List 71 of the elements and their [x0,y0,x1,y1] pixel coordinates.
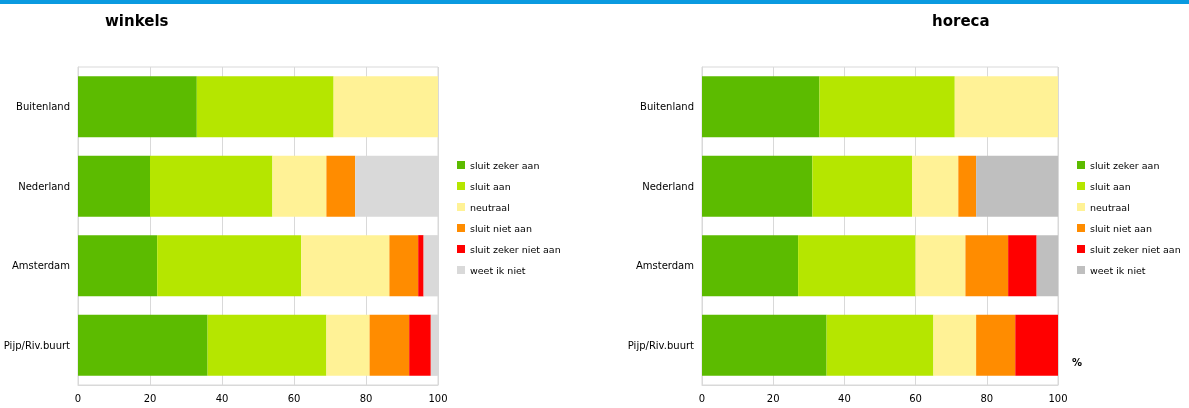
bar [965,235,1009,297]
x-tick-label: 60 [909,392,922,404]
chart-title: winkels [105,11,169,30]
y-tick-label: Nederland [642,180,694,192]
legend-label: sluit niet aan [1090,222,1152,234]
bar [819,76,955,138]
bar [272,155,327,217]
bar [1008,235,1037,297]
bar [389,235,419,297]
x-tick-label: 20 [766,392,780,404]
y-tick-label: Pijp/Riv.buurt [3,339,71,351]
bar [1036,235,1058,297]
bar [78,76,197,138]
bar [826,314,934,376]
bar [196,76,334,138]
bar [157,235,302,297]
bar [933,314,977,376]
bar [1015,314,1058,376]
bar [78,235,158,297]
bar [369,314,410,376]
y-tick-label: Buitenland [16,101,70,113]
x-tick-label: 100 [1048,392,1068,404]
x-tick-label: 60 [287,392,301,404]
legend-label: sluit zeker aan [1090,159,1160,171]
bar [78,155,150,217]
bar [702,155,813,217]
x-tick-label: 40 [838,392,851,404]
legend-label: sluit zeker niet aan [470,243,561,255]
y-tick-label: Buitenland [640,101,694,113]
legend-label: neutraal [1090,201,1130,213]
bar [326,314,370,376]
x-tick-label: 0 [698,392,706,404]
x-axis-title: % [1072,356,1083,368]
bar [958,155,977,217]
bar [798,235,916,297]
bar [954,76,1058,138]
bar [915,235,966,297]
legend-label: sluit aan [470,180,511,192]
bar [333,76,438,138]
bar [702,235,799,297]
chart-title: horeca [932,11,990,30]
bar [976,314,1016,376]
legend-label: sluit zeker aan [470,159,540,171]
y-tick-label: Amsterdam [11,260,70,272]
bar [301,235,390,297]
bar [702,314,827,376]
x-tick-label: 80 [980,392,994,404]
y-tick-label: Pijp/Riv.buurt [627,339,695,351]
y-tick-label: Nederland [18,180,70,192]
legend-label: sluit niet aan [470,222,532,234]
x-tick-label: 40 [215,392,229,404]
x-tick-label: 20 [143,392,157,404]
legend-label: neutraal [470,201,510,213]
bar [78,314,208,376]
bar [912,155,959,217]
bar [326,155,356,217]
legend-label: weet ik niet [470,264,526,276]
legend-label: weet ik niet [1090,264,1146,276]
x-tick-label: 80 [359,392,373,404]
bar [207,314,327,376]
x-tick-label: 0 [74,392,82,404]
legend-label: sluit zeker niet aan [1090,243,1181,255]
x-tick-label: 100 [428,392,448,404]
bar [702,76,820,138]
bar [409,314,431,376]
bar [812,155,913,217]
bar [418,235,424,297]
bar [976,155,1058,217]
y-tick-label: Amsterdam [635,260,694,272]
legend-label: sluit aan [1090,180,1131,192]
bar [150,155,273,217]
